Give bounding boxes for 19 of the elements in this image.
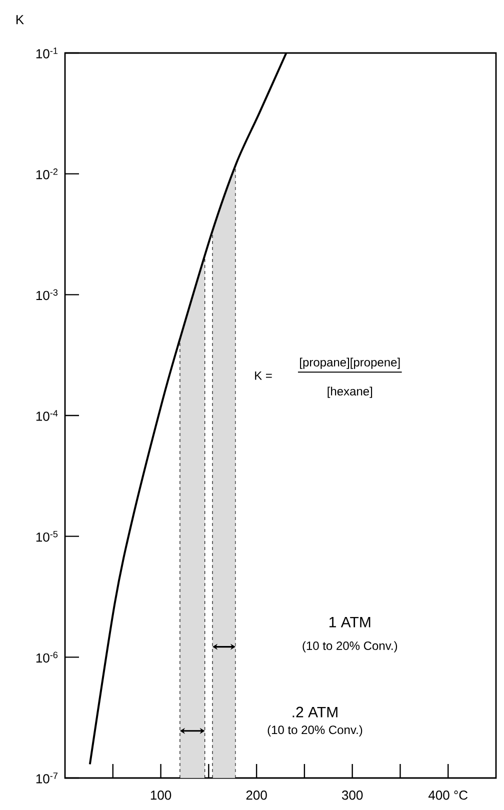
annotation: K = <box>255 372 272 380</box>
annotation: [propane][propene] <box>300 358 400 369</box>
y-tick-label: 10$^{-3}$ <box>36 289 58 300</box>
y-tick-label: 10$^{-6}$ <box>36 652 58 663</box>
annotation: .2 ATM <box>292 706 338 718</box>
y-tick-label: 10$^{-1}$ <box>36 48 58 58</box>
y-tick-label: 10$^{-2}$ <box>36 168 58 180</box>
y-tick-label: 10$^{-4}$ <box>36 410 58 421</box>
x-tick-label: 400 °C <box>428 790 468 800</box>
annotation: [hexane] <box>328 386 372 398</box>
annotation: 1 ATM <box>330 616 370 628</box>
annotation: (10 to 20% Conv.) <box>268 725 362 736</box>
x-tick-label: 300 <box>342 790 363 800</box>
x-tick-label: 200 <box>246 790 267 800</box>
y-tick-label: 10$^{-5}$ <box>36 530 58 542</box>
annotation: (10 to 20% Conv.) <box>302 641 398 652</box>
y-tick-label: 10$^{-7}$ <box>36 772 58 784</box>
y-axis-title: K <box>16 15 24 24</box>
x-tick-label: 100 <box>150 790 172 800</box>
